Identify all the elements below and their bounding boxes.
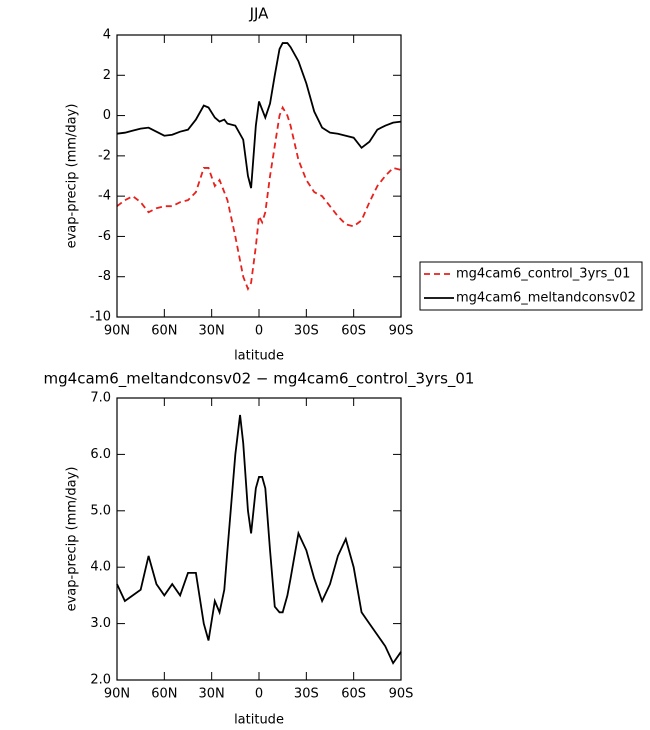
legend-box (419, 261, 643, 311)
y-tick-label: -6 (98, 229, 111, 244)
y-tick-label: -10 (90, 310, 111, 325)
x-tick-label: 90S (389, 324, 414, 339)
x-tick-label: 90N (104, 324, 130, 339)
x-tick-label: 60N (151, 324, 177, 339)
y-tick-label: 2 (103, 68, 111, 83)
x-tick-label: 30S (294, 324, 319, 339)
legend-label: mg4cam6_meltandconsv02 (456, 291, 636, 306)
x-tick-label: 60N (151, 687, 177, 702)
chart-title: JJA (249, 5, 270, 23)
x-axis-label: latitude (234, 349, 284, 364)
y-tick-label: 4.0 (90, 560, 111, 575)
plot-frame (116, 397, 402, 681)
y-tick-label: 6.0 (90, 447, 111, 462)
x-axis-label: latitude (234, 713, 284, 728)
x-tick-label: 0 (255, 324, 263, 339)
y-tick-label: 7.0 (90, 391, 111, 406)
x-tick-label: 90N (104, 687, 130, 702)
x-tick-label: 60S (341, 687, 366, 702)
data-line (116, 105, 402, 291)
x-tick-label: 60S (341, 324, 366, 339)
x-tick-label: 30N (199, 324, 225, 339)
legend-label: mg4cam6_control_3yrs_01 (456, 267, 630, 282)
y-axis-label: evap-precip (mm/day) (65, 104, 80, 249)
x-tick-label: 0 (255, 687, 263, 702)
x-tick-label: 30S (294, 687, 319, 702)
y-tick-label: -8 (98, 269, 111, 284)
data-line (116, 414, 402, 665)
data-line (116, 42, 402, 189)
y-tick-label: 5.0 (90, 503, 111, 518)
plot-frame (116, 34, 402, 318)
x-tick-label: 90S (389, 687, 414, 702)
y-axis-label: evap-precip (mm/day) (65, 467, 80, 612)
chart-title: mg4cam6_meltandconsv02 − mg4cam6_control… (44, 370, 475, 389)
x-tick-label: 30N (199, 687, 225, 702)
y-tick-label: 3.0 (90, 616, 111, 631)
y-tick-label: 4 (103, 28, 111, 43)
y-tick-label: -2 (98, 148, 111, 163)
y-tick-label: 2.0 (90, 673, 111, 688)
y-tick-label: -4 (98, 189, 111, 204)
y-tick-label: 0 (103, 108, 111, 123)
